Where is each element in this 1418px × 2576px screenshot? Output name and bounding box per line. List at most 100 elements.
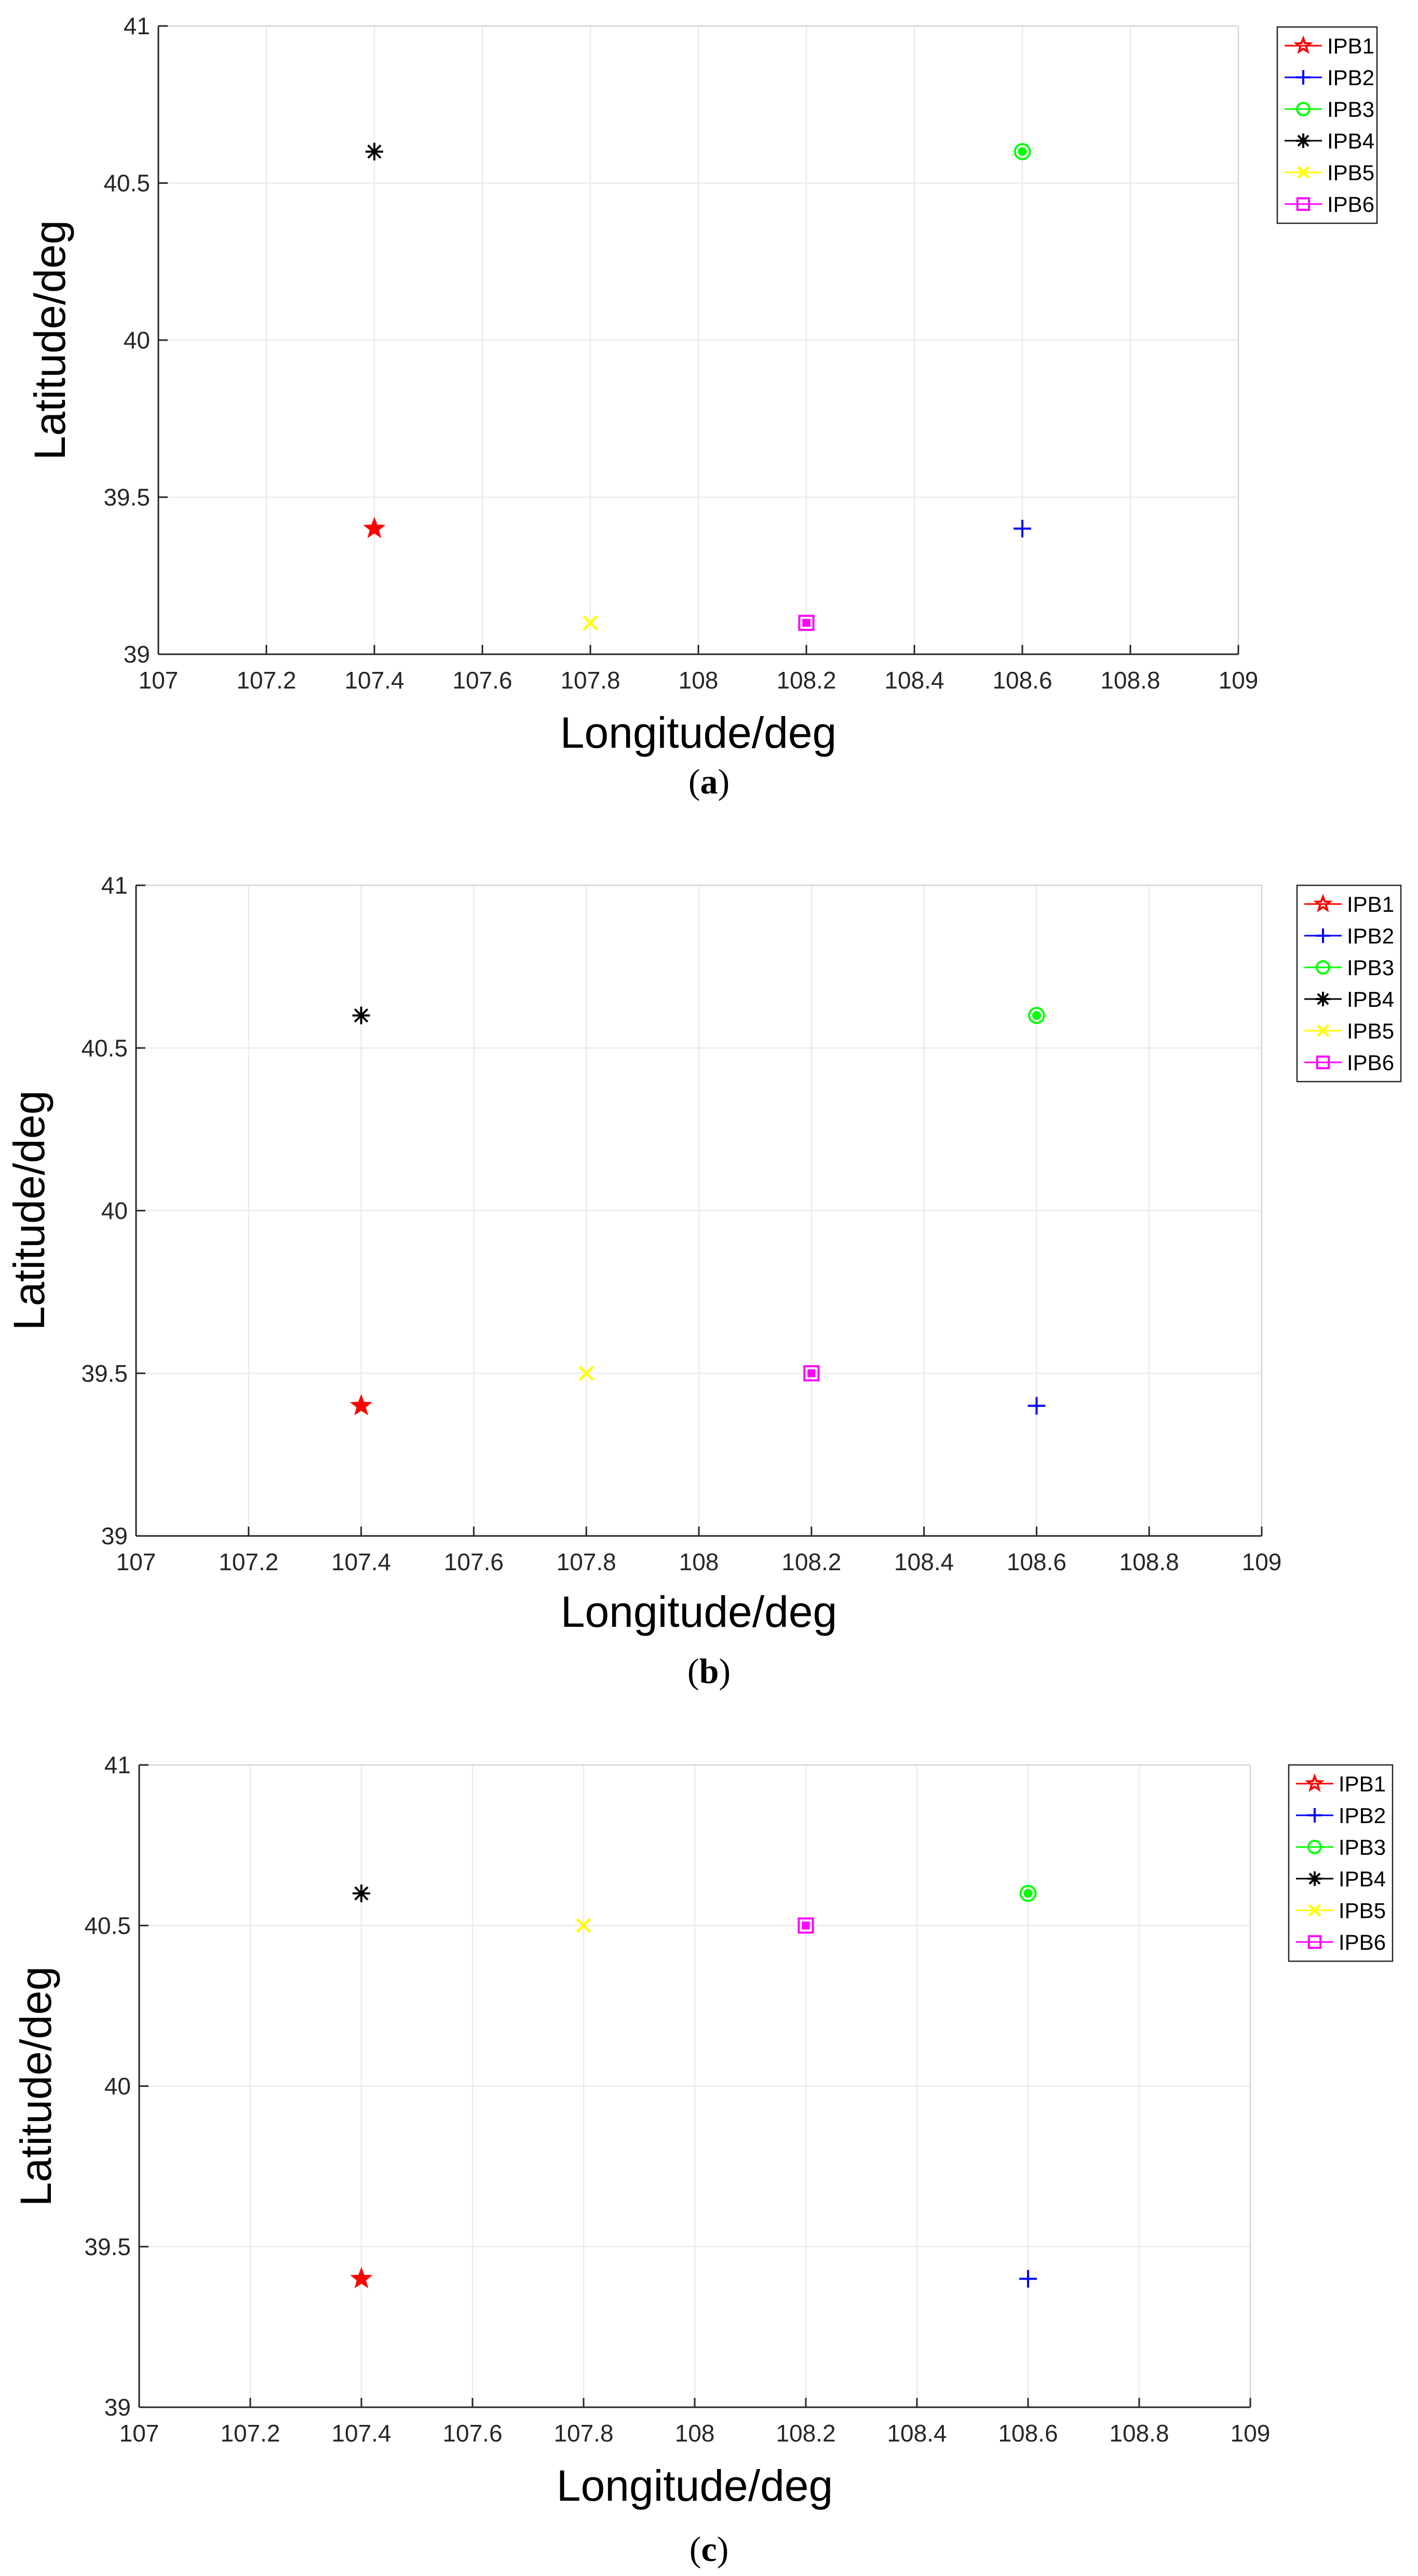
caption-close-paren: ) (717, 2529, 729, 2569)
x-tick-label: 108 (679, 667, 719, 694)
point-ipb5 (576, 1918, 591, 1933)
legend-marker (1316, 1055, 1330, 1070)
legend-entry-ipb1: IPB1 (1296, 1772, 1386, 1796)
panel-caption-b: (b) (0, 1651, 1418, 1692)
y-tick-label: 40 (101, 1197, 128, 1224)
legend-entry-ipb5: IPB5 (1296, 1898, 1386, 1923)
x-tick-label: 107 (119, 2420, 159, 2447)
x-tick-label: 108.6 (998, 2420, 1058, 2447)
y-tick-label: 39 (101, 1522, 128, 1549)
point-ipb2 (1019, 2270, 1037, 2288)
x-tick-label: 107.2 (219, 1548, 278, 1575)
x-tick-label: 108 (675, 2420, 715, 2447)
x-tick-label: 107.8 (557, 1548, 616, 1575)
x-tick-label: 108.6 (1007, 1548, 1066, 1575)
x-axis-title: Longitude/deg (561, 1587, 838, 1636)
point-ipb2 (1014, 520, 1031, 537)
x-tick-label: 108.4 (884, 667, 944, 694)
x-tick-label: 107.4 (344, 667, 404, 694)
legend-label: IPB5 (1327, 160, 1374, 185)
legend-marker (1307, 1840, 1322, 1854)
y-tick-label: 41 (101, 872, 128, 899)
x-tick-label: 108.8 (1100, 667, 1160, 694)
y-axis-title: Latitude/deg (25, 220, 74, 460)
point-ipb4 (353, 1884, 370, 1903)
y-tick-label: 40.5 (84, 1912, 131, 1939)
caption-close-paren: ) (719, 1651, 731, 1691)
caption-letter: b (699, 1651, 719, 1691)
caption-open-paren: ( (688, 762, 700, 801)
x-axis-title: Longitude/deg (560, 708, 837, 757)
point-ipb3 (1028, 1007, 1045, 1024)
panel-caption-c: (c) (0, 2529, 1418, 2570)
legend-marker (1307, 1935, 1322, 1949)
legend-label: IPB4 (1339, 1867, 1386, 1891)
legend-entry-ipb1: IPB1 (1285, 34, 1374, 58)
legend-label: IPB1 (1327, 34, 1374, 58)
y-tick-label: 39 (124, 641, 150, 668)
legend-entry-ipb4: IPB4 (1285, 129, 1374, 153)
point-ipb5 (578, 1366, 594, 1381)
x-tick-label: 109 (1231, 2420, 1271, 2447)
legend-box (1296, 884, 1402, 1083)
legend-entry-ipb2: IPB2 (1296, 1803, 1386, 1828)
legend-label: IPB3 (1347, 955, 1394, 980)
legend-entry-ipb4: IPB4 (1304, 987, 1394, 1011)
point-ipb2 (1028, 1397, 1046, 1415)
legend-marker (1296, 102, 1311, 116)
legend-label: IPB5 (1347, 1019, 1394, 1043)
legend-entry-ipb5: IPB5 (1304, 1019, 1394, 1043)
legend-label: IPB3 (1339, 1835, 1386, 1859)
x-tick-label: 107 (139, 667, 179, 694)
legend-marker (1307, 1871, 1322, 1886)
point-ipb3 (1019, 1884, 1037, 1902)
legend-entry-ipb3: IPB3 (1296, 1835, 1386, 1859)
scatter-chart-c: 107 107.2 107.4 107.6 107.8 108 108.2 108.4 108.… (11, 1751, 1394, 2510)
legend-entry-ipb2: IPB2 (1285, 65, 1374, 90)
y-tick-label: 40 (124, 327, 150, 354)
x-tick-label: 107 (116, 1548, 156, 1575)
y-axis-title: Latitude/deg (5, 1090, 53, 1330)
legend-entry-ipb6: IPB6 (1285, 192, 1374, 217)
legend-entry-ipb6: IPB6 (1296, 1930, 1386, 1954)
legend-label: IPB2 (1327, 65, 1374, 90)
x-axis-title: Longitude/deg (557, 2461, 833, 2510)
legend-label: IPB6 (1327, 192, 1374, 217)
y-tick-label: 39.5 (84, 2233, 131, 2260)
x-tick-label: 107.8 (553, 2420, 613, 2447)
legend-entry-ipb4: IPB4 (1296, 1867, 1386, 1891)
point-ipb6 (798, 1917, 814, 1934)
legend-marker (1316, 992, 1330, 1006)
legend-label: IPB1 (1347, 892, 1394, 916)
legend-box (1276, 26, 1378, 224)
x-tick-label: 108.2 (776, 2420, 835, 2447)
y-tick-label: 41 (124, 12, 150, 39)
scatter-chart-b: 107 107.2 107.4 107.6 107.8 108 108.2 108.4 108.… (5, 872, 1402, 1636)
legend-label: IPB2 (1339, 1803, 1386, 1828)
x-tick-label: 107.8 (560, 667, 620, 694)
legend-marker (1296, 70, 1311, 85)
legend-marker (1297, 166, 1310, 179)
y-tick-label: 39 (104, 2394, 131, 2421)
y-tick-label: 39.5 (103, 484, 150, 511)
caption-letter: a (700, 762, 718, 801)
x-tick-label: 108.8 (1109, 2420, 1169, 2447)
legend-label: IPB2 (1347, 924, 1394, 948)
point-ipb4 (352, 1006, 370, 1024)
x-tick-label: 107.2 (236, 667, 296, 694)
x-tick-label: 108.8 (1119, 1548, 1179, 1575)
legend-entry-ipb1: IPB1 (1304, 892, 1394, 916)
x-tick-label: 107.6 (444, 1548, 504, 1575)
grid (138, 1764, 1251, 2408)
x-tick-label: 107.6 (452, 667, 512, 694)
y-tick-label: 41 (104, 1751, 131, 1778)
legend-label: IPB4 (1347, 987, 1394, 1011)
x-tick-label: 108 (679, 1548, 719, 1575)
legend: IPB1 IPB2 IPB3 IPB4 IPB5 IPB6 (1276, 26, 1378, 224)
legend-entry-ipb3: IPB3 (1285, 97, 1374, 122)
point-ipb5 (583, 615, 598, 631)
legend-marker (1316, 960, 1330, 975)
point-ipb6 (798, 614, 815, 631)
point-ipb3 (1014, 143, 1031, 160)
